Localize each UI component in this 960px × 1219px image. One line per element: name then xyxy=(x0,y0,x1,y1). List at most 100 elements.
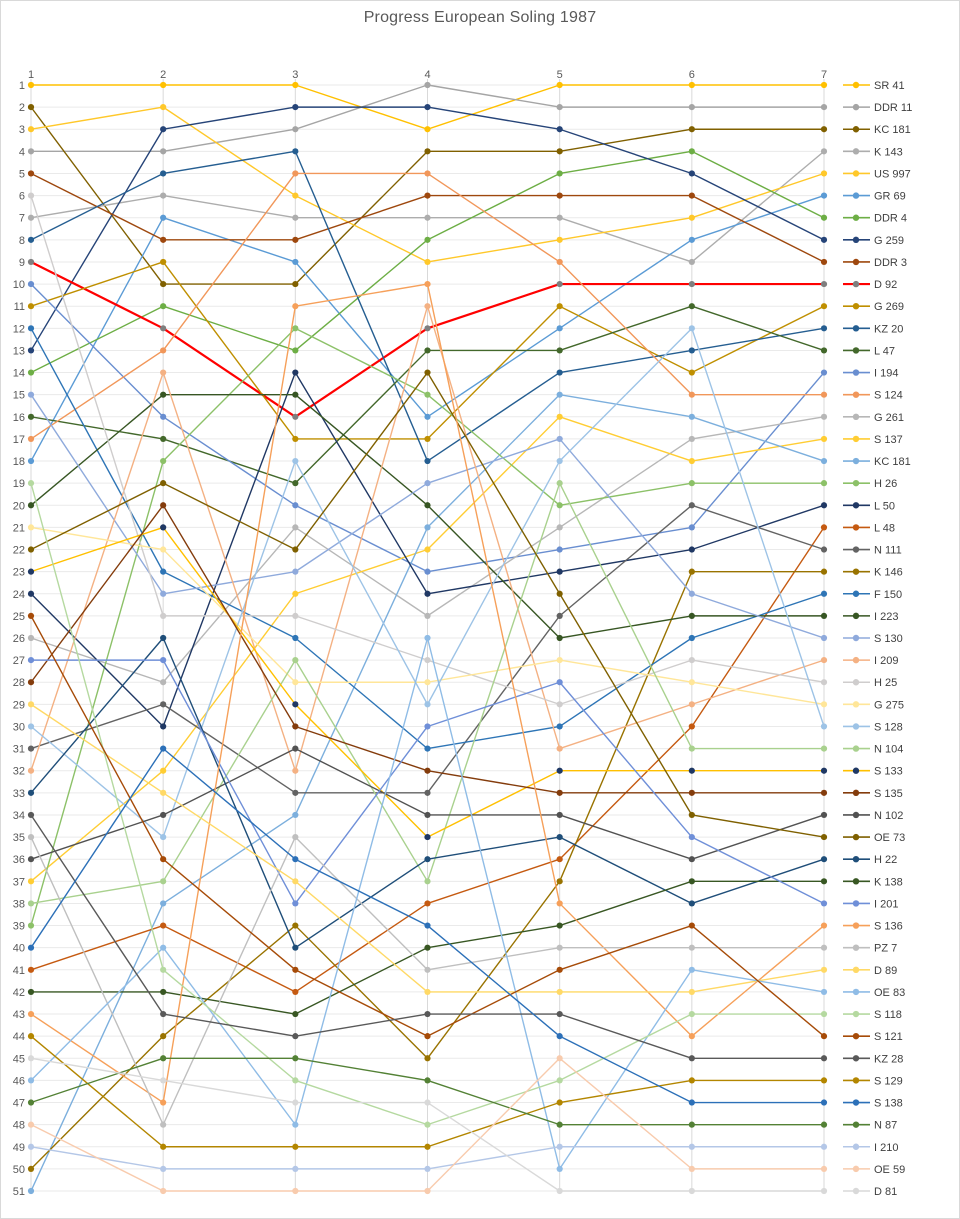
series-marker xyxy=(160,1055,167,1062)
series-marker xyxy=(424,590,431,597)
series-marker xyxy=(688,214,695,221)
legend-item-label: I 209 xyxy=(874,655,898,667)
series-marker xyxy=(688,679,695,686)
series-marker xyxy=(820,789,828,796)
y-axis-tick: 33 xyxy=(13,788,25,800)
series-marker xyxy=(292,900,299,907)
series-marker xyxy=(27,280,35,288)
series-marker xyxy=(27,104,35,111)
series-marker xyxy=(27,900,35,907)
series-marker xyxy=(424,966,431,973)
y-axis-tick: 19 xyxy=(13,478,25,490)
series-marker xyxy=(292,502,299,509)
legend-item-label: DDR 11 xyxy=(874,102,912,114)
series-marker xyxy=(820,944,828,951)
series-marker xyxy=(27,214,35,221)
series-marker xyxy=(27,789,35,796)
legend-item-label: N 104 xyxy=(874,744,903,756)
series-marker xyxy=(424,1010,431,1018)
series-marker xyxy=(820,833,828,841)
series-marker xyxy=(556,944,563,951)
legend-swatch-marker xyxy=(852,612,860,620)
legend-item-label: K 143 xyxy=(874,146,903,158)
series-marker xyxy=(292,104,299,111)
series-marker xyxy=(688,590,695,597)
y-axis-tick: 45 xyxy=(13,1053,25,1065)
series-marker xyxy=(556,590,563,597)
series-marker xyxy=(27,745,35,752)
legend-item-label: KC 181 xyxy=(874,456,911,468)
series-marker xyxy=(688,369,695,376)
series-marker xyxy=(820,502,828,509)
series-marker xyxy=(556,1165,563,1172)
series-marker xyxy=(688,502,695,509)
series-marker xyxy=(160,81,167,89)
series-marker xyxy=(292,1055,299,1062)
series-marker xyxy=(160,1010,167,1018)
series-marker xyxy=(556,524,563,531)
legend-item-label: L 48 xyxy=(874,522,895,534)
series-marker xyxy=(424,325,431,332)
y-axis-tick: 28 xyxy=(13,677,25,689)
legend-swatch-marker xyxy=(852,214,860,221)
legend-swatch-marker xyxy=(852,170,860,177)
series-marker xyxy=(820,679,828,686)
series-marker xyxy=(424,369,431,376)
series-marker xyxy=(424,524,431,531)
y-axis-tick: 42 xyxy=(13,987,25,999)
chart-title: Progress European Soling 1987 xyxy=(363,9,597,26)
series-marker xyxy=(424,723,431,730)
legend-item-label: K 146 xyxy=(874,567,903,579)
series-marker xyxy=(820,325,828,332)
series-marker xyxy=(424,679,431,686)
legend-item-label: US 997 xyxy=(874,168,911,180)
y-axis-tick: 11 xyxy=(14,301,25,313)
series-marker xyxy=(556,878,563,885)
series-marker xyxy=(27,811,35,819)
series-marker xyxy=(688,126,695,133)
legend-swatch-marker xyxy=(852,789,860,797)
series-marker xyxy=(556,148,563,155)
legend-swatch-marker xyxy=(852,546,860,553)
series-marker xyxy=(27,590,35,597)
legend-swatch-marker xyxy=(852,833,860,841)
series-marker xyxy=(424,856,431,863)
series-marker xyxy=(820,524,828,531)
series-marker xyxy=(556,170,563,177)
series-marker xyxy=(424,900,431,907)
series-marker xyxy=(820,258,828,266)
series-marker xyxy=(556,1055,563,1062)
series-marker xyxy=(820,1033,828,1040)
series-marker xyxy=(160,568,167,575)
series-marker xyxy=(688,723,695,730)
series-marker xyxy=(688,148,695,155)
y-axis-tick: 38 xyxy=(13,898,25,910)
series-marker xyxy=(820,1099,828,1106)
series-marker xyxy=(688,1165,695,1172)
series-marker xyxy=(160,590,167,597)
series-marker xyxy=(688,1033,695,1040)
y-axis-tick: 22 xyxy=(13,545,25,557)
legend-swatch-marker xyxy=(852,1165,860,1173)
series-marker xyxy=(820,878,828,885)
series-marker xyxy=(820,856,828,863)
series-marker xyxy=(292,303,299,310)
legend-item-label: S 136 xyxy=(874,921,903,933)
y-axis-tick: 2 xyxy=(19,102,25,114)
legend-swatch-marker xyxy=(852,258,860,266)
series-marker xyxy=(820,192,828,199)
series-marker xyxy=(424,988,431,996)
series-marker xyxy=(556,104,563,111)
y-axis-tick: 15 xyxy=(13,390,25,402)
series-marker xyxy=(27,966,35,973)
series-marker xyxy=(27,679,35,686)
series-marker xyxy=(556,988,563,996)
legend-item-label: OE 83 xyxy=(874,987,905,999)
legend-swatch-marker xyxy=(852,103,860,111)
series-marker xyxy=(160,922,167,929)
series-marker xyxy=(292,1143,299,1150)
series-marker xyxy=(820,966,828,973)
legend-item-label: L 47 xyxy=(874,345,895,357)
y-axis-tick: 16 xyxy=(13,412,25,424)
series-marker xyxy=(27,148,35,155)
